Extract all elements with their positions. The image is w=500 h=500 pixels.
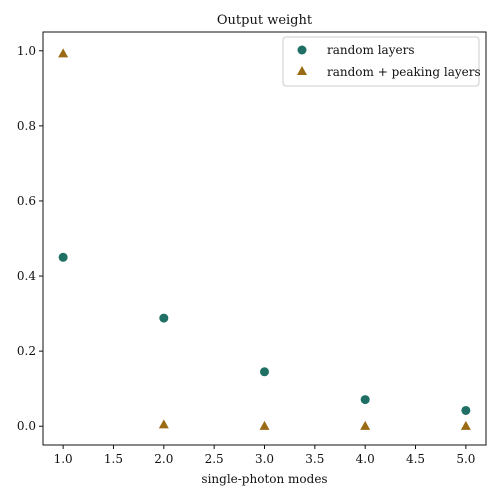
x-tick-label: 1.5 bbox=[104, 452, 123, 466]
x-tick-label: 2.0 bbox=[154, 452, 173, 466]
x-tick-label: 5.0 bbox=[456, 452, 475, 466]
x-axis-title: single-photon modes bbox=[201, 472, 327, 486]
data-point-random-layers bbox=[461, 405, 471, 415]
y-tick-label: 0.6 bbox=[17, 194, 36, 208]
y-tick-label: 0.2 bbox=[17, 344, 36, 358]
y-tick-label: 0.0 bbox=[17, 419, 36, 433]
y-tick-label: 0.8 bbox=[17, 119, 36, 133]
x-tick-label: 2.5 bbox=[205, 452, 224, 466]
y-axis: 0.0 0.2 0.4 0.6 0.8 1.0 bbox=[17, 44, 43, 433]
data-point-random-peaking-layers bbox=[360, 420, 371, 430]
x-tick-label: 4.5 bbox=[406, 452, 425, 466]
legend-label-random-layers: random layers bbox=[327, 43, 415, 57]
x-axis: 1.0 1.5 2.0 2.5 3.0 3.5 4.0 4.5 5.0 bbox=[54, 445, 475, 466]
legend-marker-random-layers bbox=[297, 45, 307, 55]
data-point-random-layers bbox=[159, 313, 169, 323]
data-point-random-peaking-layers bbox=[460, 420, 471, 430]
legend-marker-random-peaking-layers bbox=[297, 66, 307, 75]
data-point-random-layers bbox=[260, 367, 269, 377]
data-point-random-layers bbox=[58, 252, 68, 262]
y-tick-label: 0.4 bbox=[17, 269, 36, 283]
legend-frame bbox=[282, 36, 480, 87]
y-tick-label: 1.0 bbox=[17, 44, 36, 58]
x-tick-label: 4.0 bbox=[356, 452, 375, 466]
data-points bbox=[58, 48, 471, 430]
data-point-random-peaking-layers bbox=[259, 420, 270, 430]
legend-label-random-peaking-layers: random + peaking layers bbox=[327, 65, 481, 79]
x-tick-label: 3.5 bbox=[305, 452, 324, 466]
data-point-random-peaking-layers bbox=[58, 48, 69, 58]
x-tick-label: 1.0 bbox=[54, 452, 73, 466]
chart-title: Output weight bbox=[217, 13, 313, 28]
x-tick-label: 3.0 bbox=[255, 452, 274, 466]
data-point-random-layers bbox=[360, 395, 370, 405]
data-point-random-peaking-layers bbox=[158, 419, 169, 429]
legend: random layers random + peaking layers bbox=[282, 36, 481, 87]
plot-area bbox=[42, 31, 487, 446]
